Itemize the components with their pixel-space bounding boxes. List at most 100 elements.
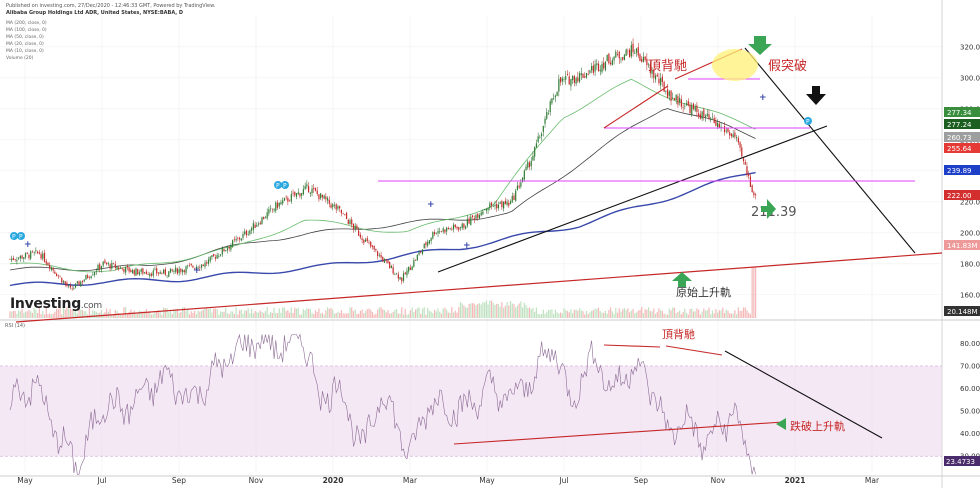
candle-body <box>102 261 104 266</box>
volume-bar <box>199 311 201 318</box>
candle-body <box>211 255 213 258</box>
candle-body <box>213 254 215 257</box>
volume-bar <box>366 309 368 318</box>
volume-bar <box>340 310 342 318</box>
volume-bar <box>521 307 524 318</box>
candle-body <box>93 272 96 276</box>
volume-bar <box>603 312 605 318</box>
volume-bar <box>442 308 444 318</box>
volume-bar <box>68 308 70 318</box>
candle-body <box>540 133 543 137</box>
candle-body <box>37 251 39 253</box>
candle-body <box>499 202 501 204</box>
dividend-marker-label: P <box>283 183 287 190</box>
volume-bar <box>551 309 553 318</box>
candle-body <box>632 43 634 53</box>
candle-body <box>351 219 353 225</box>
volume-bar <box>188 314 191 318</box>
volume-bar <box>52 313 54 318</box>
volume-bar <box>88 307 90 318</box>
volume-bar <box>473 303 475 318</box>
candle-body <box>730 133 733 137</box>
candle-body <box>64 281 66 284</box>
volume-bar <box>741 310 743 318</box>
volume-bar <box>80 309 82 318</box>
volume-bar <box>387 310 389 318</box>
volume-bar <box>345 313 348 318</box>
candle-body <box>157 272 160 274</box>
candle-body <box>580 72 582 76</box>
indicator-item: Volume (20) <box>6 56 34 61</box>
candle-body <box>55 273 58 277</box>
indicator-item: MA (20, close, 0) <box>6 42 44 47</box>
candle-body <box>333 205 336 206</box>
candle-body <box>480 212 482 216</box>
volume-bar <box>168 312 170 318</box>
volume-bar <box>356 313 358 318</box>
volume-bar <box>40 314 42 318</box>
volume-bar <box>615 307 617 318</box>
candle-body <box>663 81 665 92</box>
candle-body <box>478 215 481 219</box>
candle-body <box>584 76 586 78</box>
candle-body <box>313 187 315 190</box>
ma-line <box>9 108 756 272</box>
volume-bar <box>74 311 77 318</box>
volume-bar <box>497 304 500 318</box>
candle-body <box>118 267 120 269</box>
candle-body <box>111 262 113 269</box>
candle-body <box>68 285 70 287</box>
candle-body <box>471 215 474 218</box>
volume-bar <box>680 314 682 318</box>
candle-body <box>66 282 68 286</box>
candle-body <box>444 229 446 233</box>
volume-bar <box>558 313 560 318</box>
candle-body <box>603 62 605 69</box>
candle-body <box>214 257 216 259</box>
candle-body <box>202 264 204 266</box>
candle-body <box>251 228 253 231</box>
candle-body <box>642 56 645 63</box>
volume-bar <box>461 303 463 318</box>
volume-bar <box>439 311 441 318</box>
volume-bar <box>287 310 289 318</box>
price-tags: 277.34 277.24 260.73 255.64 239.89 222.00 141.… <box>944 107 980 466</box>
volume-bar <box>259 310 261 318</box>
volume-bar <box>347 313 349 318</box>
candle-body <box>549 101 551 113</box>
candle-body <box>575 78 577 84</box>
volume-bar <box>209 307 211 318</box>
candle-body <box>461 223 463 228</box>
candle-body <box>200 264 203 268</box>
candle-body <box>278 202 280 207</box>
time-tick-label: Jul <box>558 476 568 485</box>
volume-bar <box>251 309 253 318</box>
green-up-arrow <box>672 272 692 287</box>
candle-body <box>490 202 493 206</box>
candle-body <box>325 196 327 200</box>
volume-bar <box>216 309 218 318</box>
price-tag-label: 20.148M <box>947 308 978 316</box>
candle-body <box>268 209 270 214</box>
volume-bar <box>401 307 403 318</box>
volume-bar <box>440 313 443 318</box>
volume-bar <box>699 314 701 318</box>
candle-body <box>364 239 367 242</box>
candle-body <box>35 250 37 252</box>
volume-bar <box>397 313 399 318</box>
volume-bar <box>708 307 710 318</box>
time-tick-label: Sep <box>172 476 186 485</box>
volume-bar <box>111 314 113 318</box>
volume-bar <box>351 307 353 318</box>
candle-body <box>21 255 23 259</box>
candle-body <box>38 252 40 254</box>
candle-body <box>290 194 292 202</box>
volume-bar <box>447 312 449 318</box>
indicator-item: MA (100, close, 0) <box>6 28 47 33</box>
candle-body <box>244 231 246 234</box>
volume-bar <box>85 310 87 318</box>
volume-bar <box>304 310 306 318</box>
candle-body <box>392 267 394 274</box>
volume-bar <box>157 310 160 318</box>
